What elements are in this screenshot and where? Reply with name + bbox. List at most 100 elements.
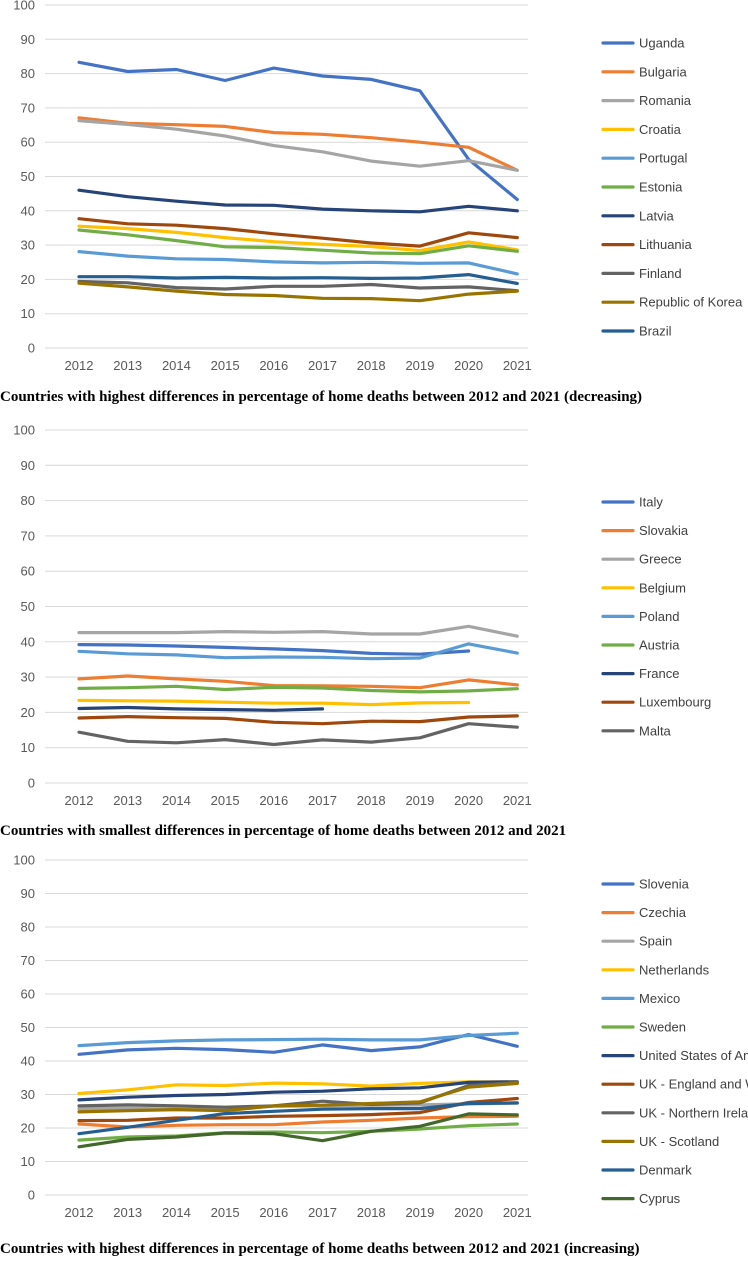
x-tick-label: 2014: [162, 1205, 191, 1220]
legend-label: Denmark: [639, 1163, 692, 1178]
y-tick-label: 80: [21, 920, 35, 935]
x-tick-label: 2017: [308, 793, 337, 808]
y-tick-label: 50: [21, 169, 35, 184]
legend-label: Poland: [639, 609, 679, 624]
legend-label: UK - England and Wales: [639, 1077, 748, 1092]
legend-label: United States of America: [639, 1048, 748, 1063]
x-tick-label: 2018: [357, 793, 386, 808]
series-line-austria: [77, 684, 519, 694]
y-tick-label: 30: [21, 670, 35, 685]
legend-label: Uganda: [639, 36, 685, 51]
y-tick-label: 100: [13, 423, 35, 438]
series-line-malta: [77, 722, 519, 747]
legend-label: Netherlands: [639, 962, 710, 977]
legend-label: Austria: [639, 638, 680, 653]
x-tick-label: 2017: [308, 358, 337, 373]
series-line-poland: [77, 642, 519, 661]
y-tick-label: 30: [21, 238, 35, 253]
series-line-lithuania: [77, 217, 519, 248]
series-line-mexico: [77, 1031, 519, 1048]
series-line-uganda: [77, 60, 519, 202]
y-tick-label: 60: [21, 135, 35, 150]
x-tick-label: 2020: [454, 793, 483, 808]
x-tick-label: 2021: [503, 358, 532, 373]
x-tick-label: 2013: [113, 793, 142, 808]
series-line-luxembourg: [77, 714, 519, 726]
chart-2: 0 10 20 30 40 50 60 70 80 90 100 2012 2013 2014 2015 20…: [13, 423, 711, 809]
y-tick-label: 50: [21, 599, 35, 614]
x-tick-label: 2019: [405, 1205, 434, 1220]
y-tick-label: 90: [21, 458, 35, 473]
series-line-netherlands: [77, 1080, 519, 1096]
x-tick-label: 2016: [259, 793, 288, 808]
legend-label: Greece: [639, 552, 682, 567]
series-line-portugal: [77, 250, 519, 276]
y-tick-label: 60: [21, 564, 35, 579]
chart-3: 0 10 20 30 40 50 60 70 80 90 100 2012 2013 2014 2015 20…: [13, 853, 748, 1221]
x-tick-label: 2015: [211, 1205, 240, 1220]
legend-label: Bulgaria: [639, 64, 687, 79]
x-tick-label: 2017: [308, 1205, 337, 1220]
legend-label: Luxembourg: [639, 695, 711, 710]
y-tick-label: 60: [21, 987, 35, 1002]
series-line-italy: [77, 643, 471, 656]
legend-label: UK - Scotland: [639, 1134, 719, 1149]
x-tick-label: 2012: [65, 358, 94, 373]
chart-1-caption: Countries with highest differences in pe…: [0, 389, 643, 405]
series-line-latvia: [77, 188, 519, 214]
series-line-finland: [77, 279, 519, 293]
y-tick-label: 0: [28, 1188, 35, 1203]
legend-label: France: [639, 666, 679, 681]
series-line-slovakia: [77, 674, 519, 690]
series-line-slovenia: [77, 1032, 519, 1056]
y-tick-label: 100: [13, 853, 35, 868]
y-tick-label: 10: [21, 1154, 35, 1169]
series-line-uk-scotland: [77, 1081, 519, 1114]
legend-label: Slovakia: [639, 523, 689, 538]
x-tick-label: 2018: [357, 358, 386, 373]
x-tick-label: 2015: [211, 358, 240, 373]
x-tick-label: 2012: [65, 1205, 94, 1220]
series-line-czechia: [77, 1114, 519, 1129]
legend-label: Estonia: [639, 180, 683, 195]
legend-label: Republic of Korea: [639, 295, 743, 310]
series-line-greece: [77, 624, 519, 638]
series-line-cyprus: [77, 1112, 519, 1149]
y-tick-label: 10: [21, 740, 35, 755]
legend-label: Belgium: [639, 580, 686, 595]
series-line-bulgaria: [77, 116, 519, 172]
legend-label: Italy: [639, 495, 663, 510]
legend-label: Slovenia: [639, 877, 690, 892]
series-line-france: [77, 705, 325, 712]
x-tick-label: 2013: [113, 1205, 142, 1220]
legend-label: Mexico: [639, 991, 680, 1006]
y-tick-label: 20: [21, 1121, 35, 1136]
x-tick-label: 2012: [65, 793, 94, 808]
x-tick-label: 2019: [405, 793, 434, 808]
x-tick-label: 2019: [405, 358, 434, 373]
chart-2-caption: Countries with smallest differences in p…: [0, 823, 567, 839]
legend-label: Lithuania: [639, 237, 693, 252]
legend-label: Croatia: [639, 122, 682, 137]
series-line-brazil: [77, 273, 519, 286]
x-tick-label: 2014: [162, 793, 191, 808]
y-tick-label: 50: [21, 1020, 35, 1035]
legend-label: Finland: [639, 266, 682, 281]
legend-label: UK - Northern Ireland: [639, 1105, 748, 1120]
y-tick-label: 80: [21, 493, 35, 508]
legend-label: Sweden: [639, 1020, 686, 1035]
x-tick-label: 2021: [503, 793, 532, 808]
legend-label: Latvia: [639, 208, 674, 223]
y-tick-label: 0: [28, 341, 35, 356]
x-tick-label: 2021: [503, 1205, 532, 1220]
x-tick-label: 2014: [162, 358, 191, 373]
chart-3-caption: Countries with highest differences in pe…: [0, 1241, 640, 1257]
y-tick-label: 90: [21, 32, 35, 47]
x-tick-label: 2018: [357, 1205, 386, 1220]
legend-label: Romania: [639, 93, 692, 108]
y-tick-label: 0: [28, 776, 35, 791]
y-tick-label: 70: [21, 953, 35, 968]
y-tick-label: 90: [21, 886, 35, 901]
legend-label: Malta: [639, 723, 672, 738]
legend-label: Brazil: [639, 324, 672, 339]
